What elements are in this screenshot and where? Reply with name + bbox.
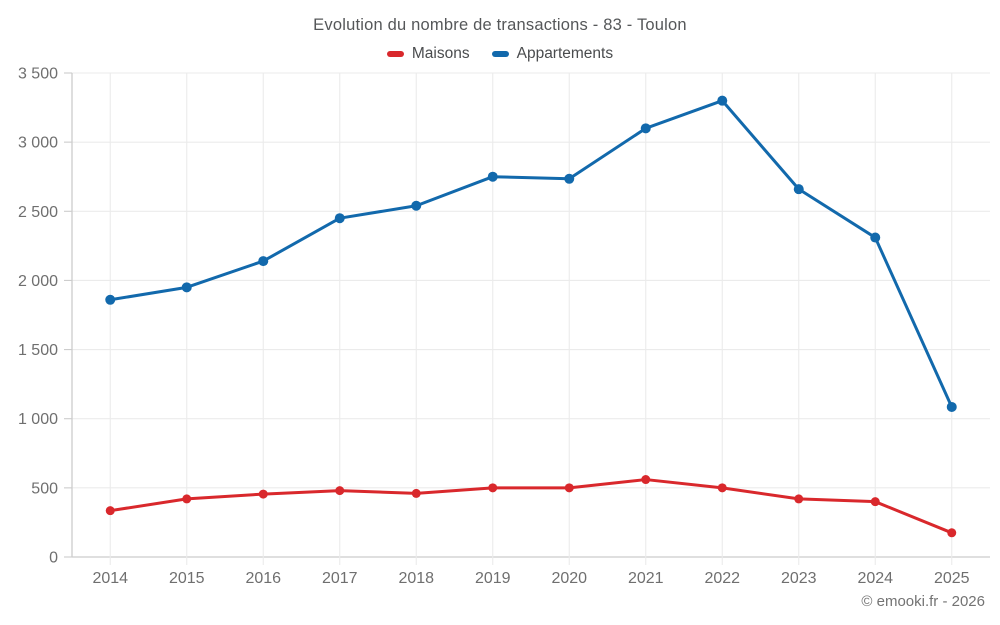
appartements-color-swatch-icon [491,51,509,57]
point-appartements-2018[interactable] [411,200,422,211]
point-appartements-2017[interactable] [334,213,345,224]
x-axis-label: 2022 [704,570,740,587]
point-appartements-2023[interactable] [793,184,804,195]
y-axis-label: 3 000 [18,135,58,152]
point-appartements-2024[interactable] [870,232,881,243]
y-axis-label: 500 [31,480,58,497]
y-axis-label: 1 000 [18,411,58,428]
point-maisons-2016[interactable] [258,489,268,499]
point-appartements-2022[interactable] [717,95,728,106]
x-axis-label: 2025 [934,570,970,587]
legend-item-appartements[interactable]: Appartements [491,45,614,63]
legend-label-maisons: Maisons [411,45,470,62]
point-maisons-2014[interactable] [105,506,115,516]
x-axis-label: 2024 [857,570,893,587]
x-axis-label: 2021 [628,570,664,587]
maisons-color-swatch-icon [386,51,404,57]
point-maisons-2017[interactable] [335,486,345,496]
point-appartements-2014[interactable] [105,294,116,305]
x-axis-label: 2015 [169,570,205,587]
point-maisons-2023[interactable] [794,494,804,504]
point-appartements-2015[interactable] [181,282,192,293]
point-maisons-2015[interactable] [182,494,192,504]
point-appartements-2025[interactable] [946,401,957,412]
chart-title: Evolution du nombre de transactions - 83… [313,16,687,34]
point-appartements-2019[interactable] [487,171,498,182]
x-axis-label: 2019 [475,570,511,587]
point-maisons-2019[interactable] [488,483,498,493]
point-maisons-2025[interactable] [947,528,957,538]
x-axis-label: 2023 [781,570,817,587]
point-maisons-2018[interactable] [411,488,421,498]
point-maisons-2022[interactable] [717,483,727,493]
legend-label-appartements: Appartements [516,45,614,62]
chart-footer-credit: © emooki.fr - 2026 [861,593,985,610]
point-appartements-2020[interactable] [564,173,575,184]
y-axis-label: 0 [49,550,58,567]
x-axis-label: 2014 [92,570,128,587]
point-maisons-2021[interactable] [641,475,651,485]
chart-legend: Maisons Appartements [0,45,1000,63]
x-axis-label: 2017 [322,570,358,587]
y-axis-label: 2 500 [18,204,58,221]
y-axis-label: 3 500 [18,66,58,83]
x-axis-label: 2020 [551,570,587,587]
line-maisons [108,478,954,535]
y-axis-label: 2 000 [18,273,58,290]
line-appartements [108,99,954,409]
x-axis-label: 2018 [398,570,434,587]
point-appartements-2021[interactable] [640,123,651,134]
point-maisons-2024[interactable] [870,497,880,507]
y-axis-label: 1 500 [18,342,58,359]
x-axis-label: 2016 [245,570,281,587]
legend-item-maisons[interactable]: Maisons [386,45,470,63]
point-appartements-2016[interactable] [258,256,269,267]
point-maisons-2020[interactable] [564,483,574,493]
